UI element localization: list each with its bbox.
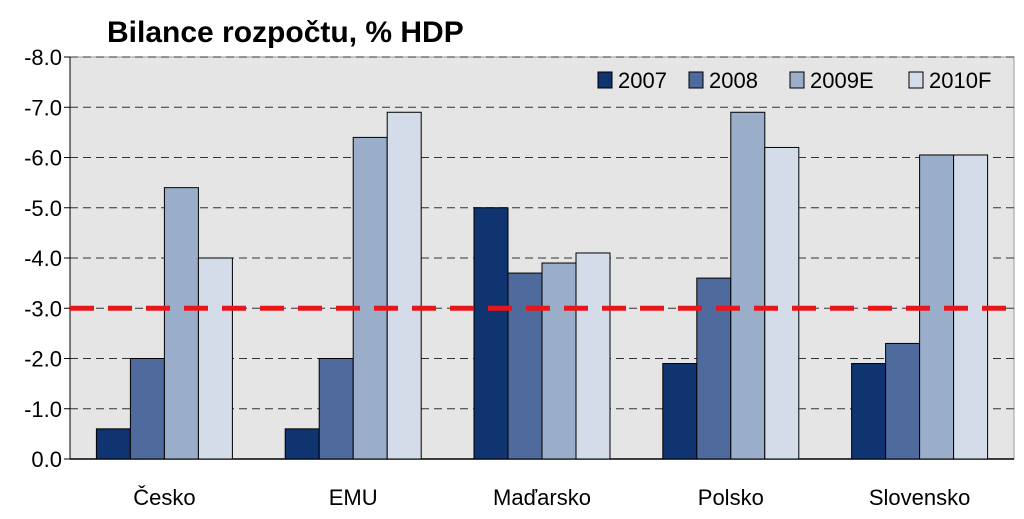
bar-2008-4 [886,343,920,459]
bar-2010f-0 [198,258,232,459]
bar-2008-2 [508,273,542,459]
x-category-label: Maďarsko [493,485,591,510]
y-tick-label: -5.0 [24,196,62,221]
legend-swatch [598,72,612,88]
bar-2007-2 [474,208,508,459]
bar-2009e-2 [542,263,576,459]
bar-2007-0 [96,429,130,459]
y-tick-label: -3.0 [24,296,62,321]
y-tick-label: -6.0 [24,146,62,171]
y-tick-label: -8.0 [24,45,62,70]
bar-2009e-1 [353,137,387,459]
bar-2009e-0 [164,188,198,459]
legend-label: 2007 [618,68,667,93]
x-category-label: Polsko [698,485,764,510]
legend-label: 2009E [810,68,874,93]
bar-2010f-3 [765,147,799,459]
bar-2008-0 [130,359,164,460]
bar-2007-4 [852,364,886,459]
bar-2008-3 [697,278,731,459]
legend-label: 2008 [709,68,758,93]
bar-2010f-1 [387,112,421,459]
y-tick-label: -7.0 [24,95,62,120]
y-tick-label: -1.0 [24,397,62,422]
chart-title: Bilance rozpočtu, % HDP [107,16,464,49]
y-tick-label: 0.0 [31,447,62,472]
bar-2010f-2 [576,253,610,459]
x-category-label: Česko [133,485,195,510]
x-category-label: EMU [329,485,378,510]
legend-label: 2010F [929,68,991,93]
bar-2009e-3 [731,112,765,459]
bar-2007-1 [285,429,319,459]
legend-swatch [790,72,804,88]
y-tick-label: -4.0 [24,246,62,271]
legend-swatch [909,72,923,88]
x-category-label: Slovensko [869,485,971,510]
bar-2008-1 [319,359,353,460]
y-tick-label: -2.0 [24,347,62,372]
bar-2007-3 [663,364,697,459]
legend-swatch [689,72,703,88]
